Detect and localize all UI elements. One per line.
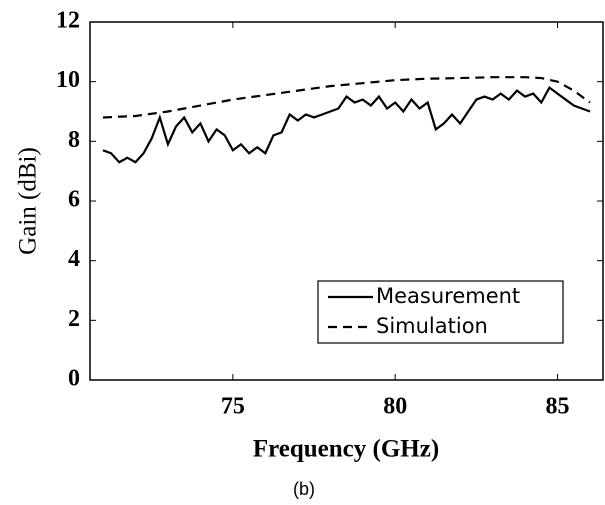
- y-tick-label: 8: [68, 127, 80, 153]
- x-axis-label: Frequency (GHz): [253, 436, 439, 463]
- series-line: [102, 76, 591, 119]
- legend-label: Measurement: [376, 284, 520, 308]
- x-tick-label: 75: [221, 394, 245, 420]
- series-line: [102, 86, 591, 164]
- y-tick-label: 2: [68, 306, 80, 332]
- x-tick-label: 80: [383, 394, 407, 420]
- caption: (b): [293, 479, 315, 499]
- y-axis-label: Gain (dBi): [15, 147, 42, 255]
- x-tick-label: 85: [546, 394, 570, 420]
- y-tick-label: 6: [68, 187, 80, 213]
- legend-box: [317, 280, 564, 344]
- y-tick-label: 10: [56, 67, 80, 93]
- y-tick-label: 4: [68, 246, 80, 272]
- y-tick-label: 0: [68, 366, 80, 392]
- legend-label: Simulation: [376, 314, 488, 338]
- y-tick-label: 12: [56, 8, 80, 34]
